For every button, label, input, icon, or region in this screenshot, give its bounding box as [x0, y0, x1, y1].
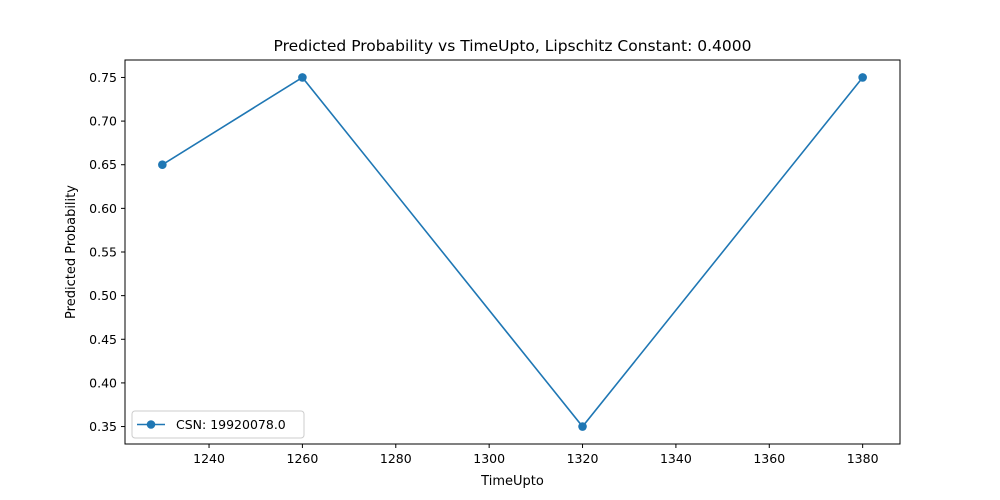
- x-tick-label: 1340: [660, 451, 692, 466]
- chart-title: Predicted Probability vs TimeUpto, Lipsc…: [274, 37, 752, 55]
- y-tick-label: 0.60: [89, 201, 117, 216]
- data-point: [858, 73, 867, 82]
- legend-box: [131, 410, 305, 439]
- x-tick-label: 1240: [193, 451, 225, 466]
- series-line: [161, 76, 864, 428]
- data-point: [158, 160, 167, 170]
- y-axis-label: Predicted Probability: [64, 185, 79, 319]
- x-axis: 1240 1260 1280 1300 1320 1340 1360 1380: [193, 444, 879, 466]
- x-tick-label: 1280: [380, 451, 412, 466]
- y-tick-label: 0.35: [89, 419, 117, 434]
- y-tick-label: 0.55: [89, 245, 117, 260]
- data-point: [578, 422, 587, 431]
- x-tick-label: 1360: [753, 451, 785, 466]
- x-tick-label: 1320: [567, 451, 599, 466]
- x-tick-label: 1380: [847, 451, 879, 466]
- y-tick-label: 0.40: [89, 375, 117, 390]
- legend: CSN: 19920078.0: [131, 410, 305, 439]
- y-tick-label: 0.70: [89, 114, 117, 129]
- x-tick-label: 1300: [473, 451, 505, 466]
- legend-marker: [146, 420, 156, 429]
- x-axis-label: TimeUpto: [480, 474, 544, 489]
- y-tick-label: 0.75: [89, 70, 117, 85]
- x-tick-label: 1260: [287, 451, 319, 466]
- plot-area: [158, 73, 867, 431]
- legend-label: CSN: 19920078.0: [176, 417, 286, 432]
- y-tick-label: 0.50: [89, 288, 117, 303]
- y-tick-label: 0.45: [89, 332, 117, 347]
- data-point: [298, 73, 307, 82]
- y-axis: 0.35 0.40 0.45 0.50 0.55 0.60 0.65 0.70 0.75: [89, 70, 125, 434]
- y-tick-label: 0.65: [89, 157, 117, 172]
